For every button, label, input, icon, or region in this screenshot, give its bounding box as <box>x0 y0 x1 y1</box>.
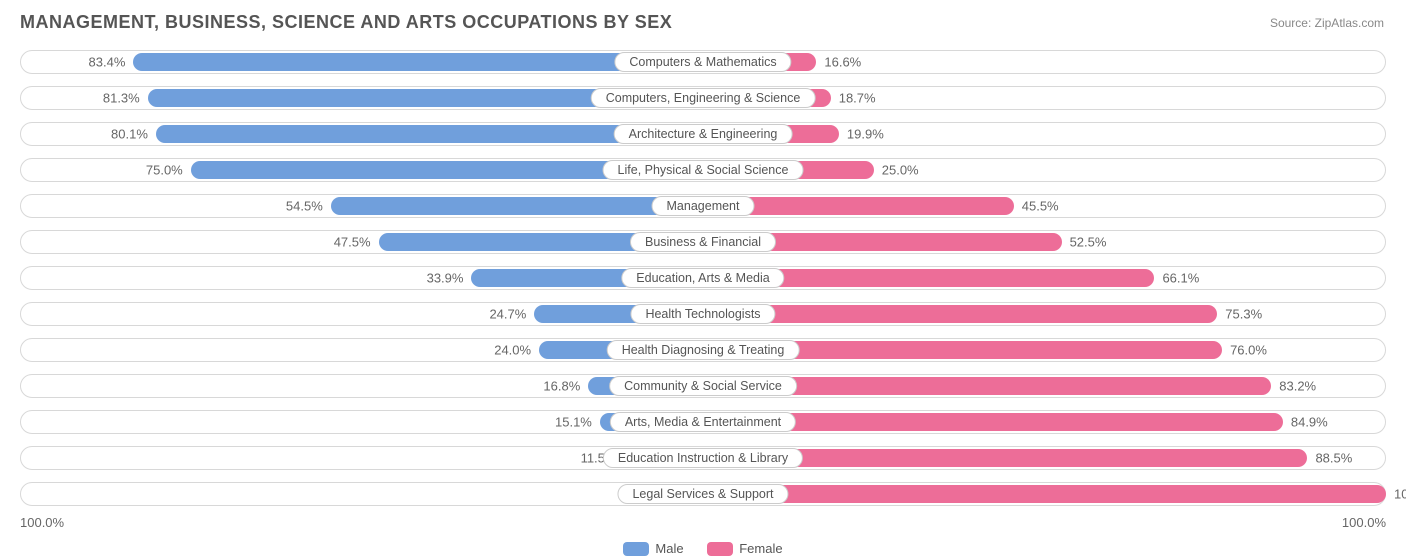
bar-female <box>703 485 1386 503</box>
value-label-female: 83.2% <box>1279 379 1316 394</box>
category-pill: Computers, Engineering & Science <box>591 88 816 108</box>
bar-row: 33.9% 66.1% Education, Arts & Media <box>20 263 1386 293</box>
value-label-male: 54.5% <box>286 199 323 214</box>
bar-row: 15.1% 84.9% Arts, Media & Entertainment <box>20 407 1386 437</box>
value-label-female: 84.9% <box>1291 415 1328 430</box>
value-label-female: 66.1% <box>1162 271 1199 286</box>
bar-row: 0.0%100.0%Legal Services & Support <box>20 479 1386 509</box>
value-label-male: 24.0% <box>494 343 531 358</box>
bar-row: 47.5% 52.5% Business & Financial <box>20 227 1386 257</box>
value-label-female: 76.0% <box>1230 343 1267 358</box>
source-name: ZipAtlas.com <box>1315 16 1384 30</box>
value-label-male: 16.8% <box>543 379 580 394</box>
value-label-male: 15.1% <box>555 415 592 430</box>
value-label-female: 100.0% <box>1394 487 1406 502</box>
bar-row: 24.7% 75.3% Health Technologists <box>20 299 1386 329</box>
bar-row: 75.0% 25.0% Life, Physical & Social Scienc… <box>20 155 1386 185</box>
value-label-male: 47.5% <box>334 235 371 250</box>
legend-swatch-male <box>623 542 649 556</box>
bar-row: 11.5%88.5%Education Instruction & Librar… <box>20 443 1386 473</box>
bar-row: 24.0% 76.0% Health Diagnosing & Treating <box>20 335 1386 365</box>
value-label-female: 52.5% <box>1070 235 1107 250</box>
source-prefix: Source: <box>1270 16 1315 30</box>
bar-row: 83.4% 16.6% Computers & Mathematics <box>20 47 1386 77</box>
category-pill: Computers & Mathematics <box>614 52 791 72</box>
axis-labels: 100.0% 100.0% <box>20 515 1386 535</box>
value-label-female: 18.7% <box>839 91 876 106</box>
bar-row: 16.8% 83.2% Community & Social Service <box>20 371 1386 401</box>
legend-item-male: Male <box>623 541 683 556</box>
value-label-male: 24.7% <box>489 307 526 322</box>
category-pill: Health Diagnosing & Treating <box>607 340 800 360</box>
source-attribution: Source: ZipAtlas.com <box>1270 16 1384 30</box>
category-pill: Community & Social Service <box>609 376 797 396</box>
category-pill: Health Technologists <box>630 304 775 324</box>
value-label-male: 75.0% <box>146 163 183 178</box>
legend-label-female: Female <box>739 541 782 556</box>
value-label-male: 33.9% <box>427 271 464 286</box>
category-pill: Business & Financial <box>630 232 776 252</box>
category-pill: Architecture & Engineering <box>614 124 793 144</box>
value-label-male: 81.3% <box>103 91 140 106</box>
legend-swatch-female <box>707 542 733 556</box>
category-pill: Legal Services & Support <box>617 484 788 504</box>
bar-row: 80.1% 19.9% Architecture & Engineering <box>20 119 1386 149</box>
axis-left-label: 100.0% <box>20 515 64 530</box>
legend: Male Female <box>20 541 1386 559</box>
category-pill: Arts, Media & Entertainment <box>610 412 796 432</box>
value-label-female: 19.9% <box>847 127 884 142</box>
legend-item-female: Female <box>707 541 782 556</box>
category-pill: Life, Physical & Social Science <box>603 160 804 180</box>
value-label-male: 80.1% <box>111 127 148 142</box>
bar-male <box>331 197 703 215</box>
value-label-female: 45.5% <box>1022 199 1059 214</box>
category-pill: Education Instruction & Library <box>603 448 803 468</box>
chart-title: MANAGEMENT, BUSINESS, SCIENCE AND ARTS O… <box>20 12 1386 33</box>
bar-row: 54.5% 45.5% Management <box>20 191 1386 221</box>
legend-label-male: Male <box>655 541 683 556</box>
bar-female <box>703 305 1217 323</box>
value-label-female: 16.6% <box>824 55 861 70</box>
chart-area: 83.4% 16.6% Computers & Mathematics 81.3% 18… <box>20 47 1386 509</box>
bar-row: 81.3% 18.7% Computers, Engineering & Scien… <box>20 83 1386 113</box>
value-label-female: 75.3% <box>1225 307 1262 322</box>
value-label-female: 25.0% <box>882 163 919 178</box>
category-pill: Management <box>652 196 755 216</box>
value-label-female: 88.5% <box>1315 451 1352 466</box>
category-pill: Education, Arts & Media <box>621 268 784 288</box>
value-label-male: 83.4% <box>89 55 126 70</box>
axis-right-label: 100.0% <box>1342 515 1386 530</box>
